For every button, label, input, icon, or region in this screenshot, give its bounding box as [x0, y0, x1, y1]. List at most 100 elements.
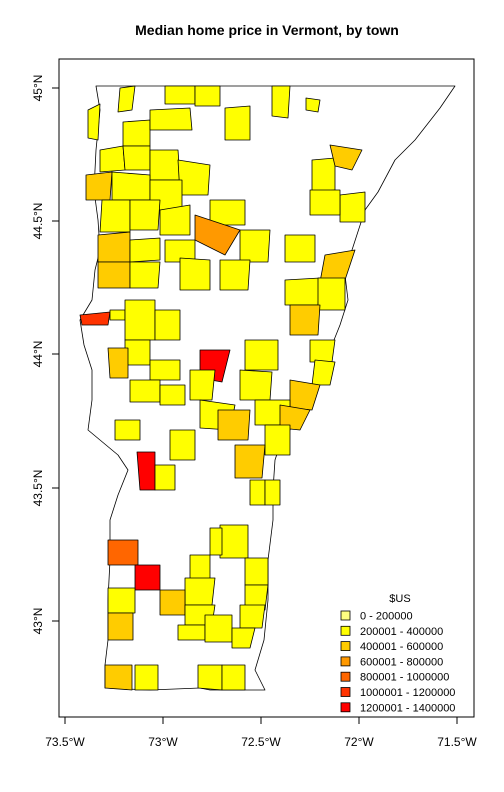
- town-polygon: [159, 204, 191, 236]
- town-polygon: [114, 419, 141, 441]
- town-polygon: [107, 612, 134, 641]
- town-polygon: [209, 199, 246, 226]
- town-polygon: [124, 339, 151, 366]
- town-polygon: [189, 369, 216, 401]
- legend-swatch: [340, 610, 351, 621]
- y-tick-label: 43°N: [31, 608, 45, 635]
- town-polygon: [129, 261, 161, 289]
- town-polygon: [284, 234, 316, 263]
- town-polygon: [309, 339, 336, 363]
- town-polygon: [264, 479, 281, 506]
- legend-swatch: [340, 641, 351, 651]
- town-polygon: [311, 157, 336, 193]
- x-tick-label: 73.5°W: [45, 735, 85, 749]
- y-tick-label: 43.5°N: [31, 470, 45, 507]
- town-polygon: [124, 299, 156, 341]
- town-polygon: [149, 149, 181, 181]
- legend-label: 400001 - 600000: [360, 641, 443, 653]
- x-tick-label: 72.5°W: [241, 735, 281, 749]
- town-polygon: [169, 429, 196, 461]
- town-polygon: [111, 171, 151, 201]
- legend-swatch: [340, 656, 351, 667]
- town-polygon: [107, 539, 139, 566]
- town-polygon: [311, 359, 336, 386]
- town-polygon: [129, 379, 161, 403]
- town-polygon: [134, 564, 161, 591]
- town-polygon: [107, 347, 129, 379]
- town-polygon: [284, 277, 321, 306]
- town-polygon: [179, 257, 211, 291]
- x-tick-label: 73°W: [148, 735, 178, 749]
- town-polygon: [134, 664, 159, 691]
- town-polygon: [221, 664, 246, 691]
- town-polygon: [197, 664, 223, 691]
- town-polygon: [244, 339, 279, 371]
- town-polygon: [104, 664, 133, 691]
- town-polygon: [329, 144, 363, 171]
- legend-title: $US: [389, 593, 410, 605]
- town-polygon: [319, 249, 356, 283]
- town-polygon: [231, 627, 256, 649]
- town-polygon: [99, 199, 131, 233]
- town-polygon: [305, 97, 321, 113]
- town-polygon: [184, 577, 216, 606]
- town-polygon: [129, 237, 161, 263]
- town-polygon: [122, 119, 151, 147]
- town-polygon: [159, 589, 186, 616]
- town-polygon: [129, 199, 161, 231]
- town-polygon: [164, 85, 196, 105]
- town-polygon: [339, 191, 366, 223]
- y-tick-label: 44°N: [31, 341, 45, 368]
- town-polygon: [317, 277, 346, 311]
- town-polygon: [244, 557, 269, 586]
- town-polygon: [149, 107, 193, 131]
- town-polygon: [159, 384, 186, 406]
- y-axis: 45°N 44.5°N 44°N 43.5°N 43°N: [31, 75, 60, 635]
- town-polygon: [97, 261, 131, 289]
- town-polygon: [154, 309, 181, 341]
- town-polygon: [136, 451, 156, 491]
- town-polygon: [154, 464, 176, 491]
- x-tick-label: 72°W: [344, 735, 374, 749]
- town-polygons: [79, 85, 456, 691]
- map-title: Median home price in Vermont, by town: [135, 22, 399, 38]
- town-polygon: [122, 145, 151, 171]
- town-polygon: [224, 105, 251, 141]
- town-polygon: [309, 189, 341, 216]
- town-polygon: [177, 159, 211, 196]
- legend-label: 600001 - 800000: [360, 656, 443, 668]
- town-polygon: [79, 311, 111, 326]
- town-polygon: [264, 424, 291, 456]
- y-tick-label: 44.5°N: [31, 203, 45, 240]
- town-polygon: [194, 85, 221, 107]
- town-polygon: [149, 359, 181, 381]
- town-polygon: [289, 304, 321, 336]
- x-tick-label: 71.5°W: [437, 735, 477, 749]
- town-polygon: [239, 229, 271, 263]
- town-polygon: [99, 145, 126, 173]
- town-polygon: [219, 259, 251, 291]
- legend-label: 0 - 200000: [360, 611, 413, 623]
- legend-label: 1000001 - 1200000: [360, 687, 455, 699]
- town-polygon: [107, 587, 136, 614]
- town-polygon: [209, 527, 223, 556]
- town-polygon: [249, 479, 266, 506]
- town-polygon: [271, 85, 291, 119]
- legend-label: 200001 - 400000: [360, 626, 443, 638]
- legend-label: 800001 - 1000000: [360, 672, 449, 684]
- town-polygon: [279, 404, 311, 431]
- town-polygon: [244, 584, 269, 611]
- town-polygon: [234, 444, 266, 479]
- town-polygon: [239, 604, 266, 629]
- legend-label: 1200001 - 1400000: [360, 702, 455, 714]
- town-polygon: [87, 103, 101, 141]
- town-polygon: [109, 309, 126, 321]
- y-tick-label: 45°N: [31, 75, 45, 102]
- town-polygon: [194, 214, 241, 256]
- town-polygon: [239, 369, 273, 401]
- town-polygon: [289, 379, 321, 411]
- town-polygon: [97, 231, 131, 263]
- town-polygon: [219, 524, 249, 559]
- town-polygon: [189, 554, 211, 581]
- legend: $US 0 - 200000 200001 - 400000 400001 - 60…: [340, 593, 455, 714]
